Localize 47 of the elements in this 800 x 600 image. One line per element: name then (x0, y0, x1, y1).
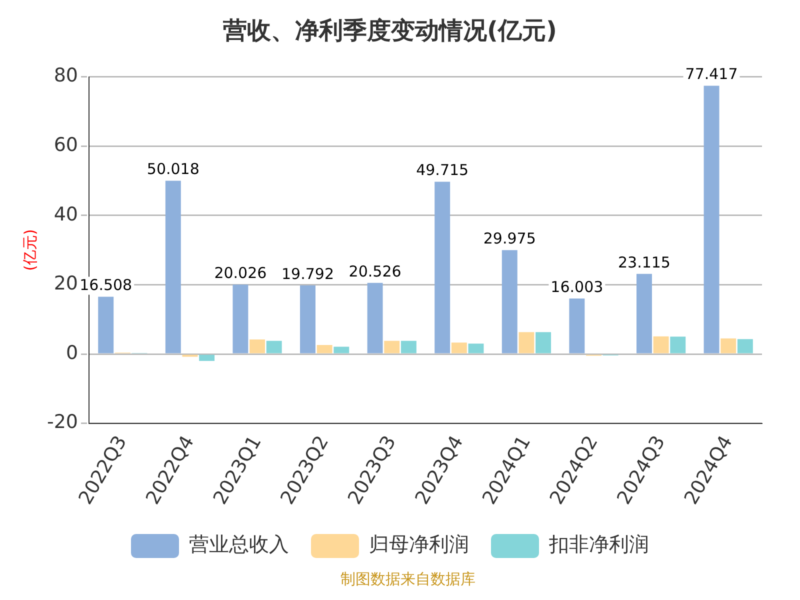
bar (250, 339, 266, 354)
bar (334, 346, 350, 354)
bar (400, 340, 416, 354)
text: 制图数据来自数据库 (340, 570, 476, 589)
legend-label: 归母净利润 (369, 532, 469, 556)
y-tick-label: 0 (66, 342, 78, 364)
legend-label: 扣非净利润 (548, 532, 649, 556)
bar (502, 250, 518, 354)
bar (98, 296, 114, 354)
bar (434, 182, 450, 354)
y-tick-label: 20 (54, 272, 78, 295)
data-label: 16.508 (80, 276, 132, 294)
bar (451, 342, 467, 354)
bar (704, 86, 720, 354)
bar (468, 344, 484, 354)
bar (720, 338, 736, 354)
bar (165, 180, 181, 354)
bar (569, 298, 585, 354)
bar (636, 274, 652, 354)
bar (232, 284, 248, 354)
bar (536, 332, 552, 354)
data-label: 29.975 (483, 230, 536, 248)
bar (367, 282, 383, 354)
bar (737, 339, 753, 354)
y-tick-label: 40 (54, 203, 78, 226)
bar (300, 285, 316, 354)
data-label: 19.792 (281, 264, 334, 283)
data-label: 20.026 (214, 264, 267, 282)
data-label: 49.715 (416, 161, 469, 180)
y-axis-title: (亿元) (20, 229, 39, 271)
y-tick-label: -20 (46, 411, 78, 434)
bar (670, 336, 686, 354)
data-label: 23.115 (618, 253, 670, 272)
y-tick-label: 80 (54, 64, 78, 87)
data-label: 16.003 (550, 278, 604, 296)
data-label: 20.526 (348, 262, 402, 280)
bar (384, 340, 400, 354)
chart-title: 营收、净利季度变动情况(亿元) (222, 16, 557, 45)
bar (199, 354, 215, 361)
legend-label: 营业总收入 (189, 532, 289, 556)
y-tick-label: 60 (54, 134, 78, 156)
data-label: 77.417 (685, 65, 738, 84)
bar (653, 336, 669, 354)
bar (518, 332, 534, 354)
data-label: 50.018 (146, 160, 200, 178)
bar (316, 344, 332, 354)
bar (266, 340, 282, 354)
